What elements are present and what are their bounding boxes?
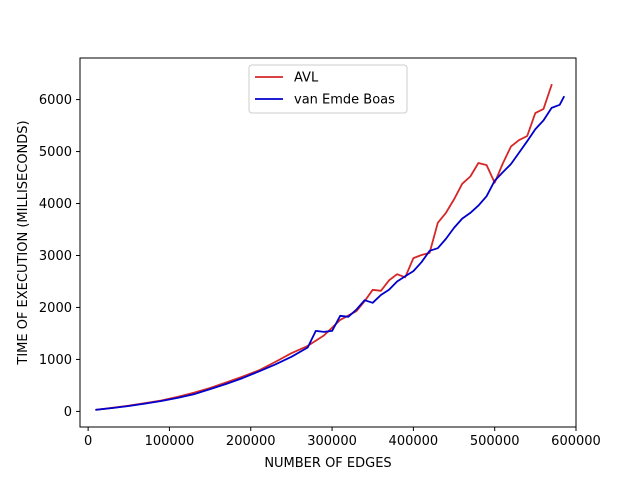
series-layer: [95, 83, 566, 411]
y-axis-label: TIME OF EXECUTION (MILLISECONDS): [16, 120, 31, 365]
x-axis: 0 100000 200000 300000 400000 500000 600000: [84, 427, 601, 449]
x-tick-label: 0: [84, 434, 92, 449]
x-tick-label: 200000: [226, 434, 276, 449]
legend-box: [248, 64, 408, 114]
legend-label: van Emde Boas: [294, 93, 395, 108]
x-axis-label: NUMBER OF EDGES: [264, 456, 391, 471]
x-tick-label: 600000: [551, 434, 601, 449]
y-tick-label: 5000: [39, 145, 72, 160]
y-tick-label: 0: [64, 405, 72, 420]
y-tick-label: 6000: [39, 93, 72, 108]
y-tick-label: 1000: [39, 353, 72, 368]
series-line-van-emde-boas: [95, 95, 566, 411]
series-line-avl: [95, 83, 553, 411]
y-tick-label: 2000: [39, 301, 72, 316]
y-tick-label: 3000: [39, 249, 72, 264]
plot-frame: [79, 57, 577, 428]
legend-label: AVL: [294, 71, 319, 86]
legend: AVL van Emde Boas: [248, 64, 408, 114]
y-axis: 0 1000 2000 3000 4000 5000 6000: [39, 93, 80, 420]
x-tick-label: 100000: [145, 434, 195, 449]
x-tick-label: 300000: [307, 434, 357, 449]
y-tick-label: 4000: [39, 197, 72, 212]
x-tick-label: 400000: [389, 434, 439, 449]
x-tick-label: 500000: [470, 434, 520, 449]
